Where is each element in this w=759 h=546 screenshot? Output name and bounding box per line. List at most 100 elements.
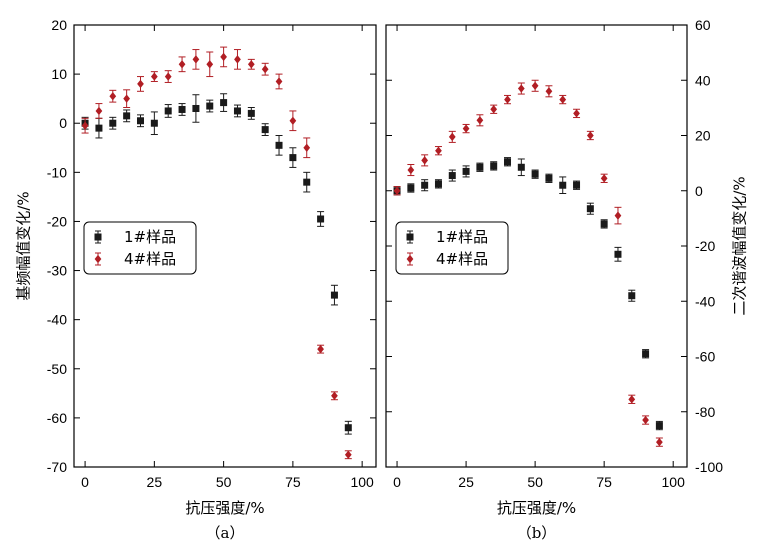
- x-tick-label: 25: [458, 474, 474, 490]
- data-point: [655, 422, 663, 430]
- panel-label: （b）: [517, 524, 557, 542]
- y-tick-label: -70: [47, 459, 67, 475]
- data-point: [192, 104, 200, 112]
- y-tick-label: -10: [47, 164, 67, 180]
- data-point: [109, 92, 117, 101]
- data-point: [275, 141, 283, 149]
- legend: 1#样品 4#样品: [395, 221, 509, 275]
- data-point: [435, 146, 442, 155]
- data-point: [178, 105, 186, 113]
- data-point: [81, 121, 89, 130]
- data-point: [614, 250, 622, 258]
- data-point: [559, 181, 567, 189]
- data-point: [614, 211, 622, 220]
- data-point: [95, 124, 103, 132]
- data-point: [136, 117, 144, 125]
- series-2: [393, 79, 663, 447]
- data-point: [462, 124, 470, 133]
- x-tick-label: 100: [350, 474, 374, 490]
- y-tick-label: -40: [695, 293, 715, 309]
- data-point: [164, 72, 172, 81]
- data-point: [393, 186, 401, 195]
- data-point: [573, 181, 581, 189]
- data-point: [448, 132, 456, 142]
- x-axis-title: 抗压强度/%: [185, 499, 264, 517]
- y-tick-label: 60: [695, 17, 711, 33]
- x-tick-label: 25: [147, 474, 163, 490]
- x-tick-label: 50: [527, 474, 543, 490]
- data-point: [407, 165, 415, 175]
- data-point: [586, 131, 594, 140]
- data-point: [462, 167, 470, 175]
- data-point: [178, 60, 186, 69]
- data-point: [559, 95, 567, 104]
- data-point: [490, 105, 498, 114]
- data-point: [642, 350, 650, 358]
- data-point: [434, 180, 442, 188]
- data-point: [642, 415, 649, 425]
- y-axis-title: 基频幅值变化/%: [15, 191, 33, 300]
- y-tick-label: -80: [695, 404, 715, 420]
- data-point: [628, 395, 636, 404]
- legend-entry-label: 1#样品: [124, 228, 176, 246]
- series-1: [81, 93, 352, 435]
- y-tick-label: 40: [695, 72, 711, 88]
- data-point: [573, 109, 580, 118]
- data-point: [109, 119, 117, 127]
- data-point: [220, 99, 228, 107]
- data-point: [407, 184, 415, 192]
- legend-marker: [94, 254, 102, 264]
- data-point: [275, 77, 283, 86]
- data-point: [150, 119, 158, 127]
- data-point: [545, 87, 553, 96]
- data-point: [137, 79, 144, 89]
- data-point: [545, 174, 553, 182]
- y-tick-label: -20: [47, 213, 67, 229]
- y-tick-label: -40: [47, 312, 67, 328]
- data-point: [628, 292, 636, 300]
- legend: 1#样品 4#样品: [83, 221, 197, 275]
- data-point: [421, 156, 429, 165]
- legend-entry-label: 1#样品: [436, 228, 488, 246]
- data-point: [344, 450, 352, 459]
- y-tick-label: -30: [47, 263, 67, 279]
- y-tick-label: 0: [695, 183, 703, 199]
- data-point: [330, 291, 338, 299]
- y-tick-label: -50: [47, 361, 67, 377]
- y-tick-label: 10: [51, 66, 67, 82]
- y-tick-label: -20: [695, 238, 715, 254]
- data-point: [600, 174, 608, 183]
- legend-entry-label: 4#样品: [436, 250, 488, 268]
- data-point: [600, 220, 608, 228]
- y-tick-label: 0: [59, 115, 67, 131]
- data-point: [206, 102, 214, 110]
- chart-panel-b: 0 25 50 75 100 60 40 20 0 -20 -40 -60 -80 -100 抗压强度/% （…: [385, 17, 749, 542]
- data-point: [247, 109, 255, 117]
- data-point: [531, 81, 539, 90]
- y-tick-label: -60: [47, 410, 67, 426]
- x-tick-label: 0: [81, 474, 89, 490]
- data-point: [531, 170, 539, 178]
- legend-box: [395, 221, 509, 275]
- x-tick-label: 75: [596, 474, 612, 490]
- y-axis-title: 二次谐波幅值变化/%: [731, 176, 749, 315]
- data-point: [164, 107, 172, 115]
- legend-marker: [406, 254, 414, 264]
- data-point: [476, 116, 484, 125]
- y-tick-label: 20: [695, 128, 711, 144]
- plot-frame: [73, 24, 377, 468]
- data-point: [233, 107, 241, 115]
- data-point: [331, 391, 338, 400]
- data-point: [303, 143, 311, 152]
- data-point: [206, 60, 214, 69]
- data-point: [317, 215, 325, 223]
- data-point: [220, 52, 227, 62]
- data-point: [123, 94, 131, 103]
- x-tick-label: 0: [393, 474, 401, 490]
- data-point: [261, 65, 269, 74]
- data-point: [504, 95, 511, 104]
- data-point: [476, 163, 484, 171]
- legend-entry-label: 4#样品: [124, 250, 176, 268]
- data-point: [517, 163, 525, 171]
